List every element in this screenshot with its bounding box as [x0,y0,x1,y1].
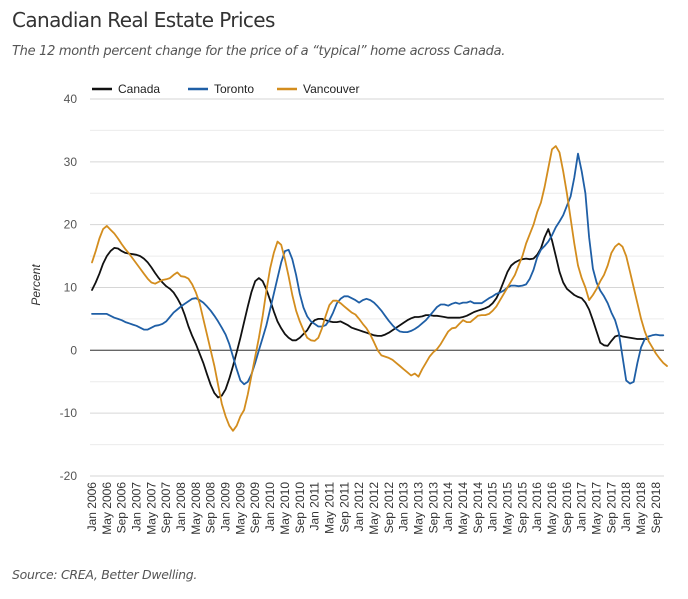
x-tick-label: Jan 2011 [308,482,322,531]
y-tick-label: 40 [64,92,78,106]
x-tick-label: Sep 2016 [560,482,574,534]
x-tick-label: Jan 2009 [219,482,233,532]
legend-label: Vancouver [303,82,359,96]
source-note: Source: CREA, Better Dwelling. [12,567,198,582]
x-tick-label: Jan 2007 [130,482,144,532]
x-tick-label: May 2016 [545,482,559,535]
legend-item-vancouver: Vancouver [277,82,359,96]
x-tick-label: May 2013 [411,482,425,535]
chart-subtitle: The 12 month percent change for the pric… [12,44,506,59]
y-axis-ticks: 40 30 20 10 0 -10 -20 [60,92,78,483]
x-tick-label: Jan 2016 [530,482,544,532]
x-tick-label: May 2007 [144,482,158,535]
x-tick-label: May 2009 [233,482,247,535]
x-tick-label: Sep 2010 [293,482,307,534]
x-tick-label: Jan 2015 [486,482,500,532]
x-tick-label: Sep 2007 [159,482,173,534]
chart-title: Canadian Real Estate Prices [12,8,275,32]
y-tick-label: -20 [60,469,78,483]
x-axis-ticks: Jan 2006 May 2006 Sep 2006 Jan 2007 May 2007… [85,482,663,535]
series-line-vancouver [91,145,668,432]
x-tick-label: May 2006 [100,482,114,535]
x-tick-label: Sep 2008 [204,482,218,534]
x-tick-label: Jan 2008 [174,482,188,532]
x-tick-label: May 2010 [278,482,292,535]
x-tick-label: Sep 2006 [115,482,129,534]
x-tick-label: May 2015 [501,482,515,535]
x-tick-label: May 2012 [367,482,381,535]
x-tick-label: Sep 2017 [604,482,618,534]
y-axis-label: Percent [29,264,43,306]
x-tick-label: Sep 2018 [649,482,663,534]
x-tick-label: Sep 2013 [426,482,440,534]
x-tick-label: Jan 2006 [85,482,99,532]
y-tick-label: 20 [64,218,78,232]
legend: Canada Toronto Vancouver [92,82,359,96]
x-tick-label: Sep 2009 [248,482,262,534]
x-tick-label: Jan 2017 [575,482,589,532]
series-lines [91,145,668,432]
legend-label: Toronto [214,82,254,96]
x-tick-label: May 2017 [590,482,604,535]
x-tick-label: Jan 2014 [441,482,455,532]
legend-label: Canada [118,82,160,96]
x-tick-label: Sep 2011 [337,482,351,533]
y-tick-label: -10 [60,406,78,420]
x-tick-label: May 2018 [634,482,648,535]
x-tick-label: Sep 2012 [382,482,396,534]
x-tick-label: Sep 2014 [471,482,485,534]
x-tick-label: Jan 2010 [263,482,277,532]
x-tick-label: Jan 2012 [352,482,366,532]
y-tick-label: 0 [70,343,77,357]
gridlines [90,98,664,477]
series-line-canada [91,228,650,399]
legend-item-toronto: Toronto [188,82,254,96]
y-tick-label: 10 [64,281,78,295]
x-tick-label: May 2014 [456,482,470,535]
x-tick-label: May 2008 [189,482,203,535]
x-tick-label: Jan 2018 [619,482,633,532]
x-tick-label: May 2011 [322,482,336,534]
x-tick-label: Jan 2013 [397,482,411,532]
y-tick-label: 30 [64,155,78,169]
x-tick-label: Sep 2015 [515,482,529,534]
legend-item-canada: Canada [92,82,160,96]
